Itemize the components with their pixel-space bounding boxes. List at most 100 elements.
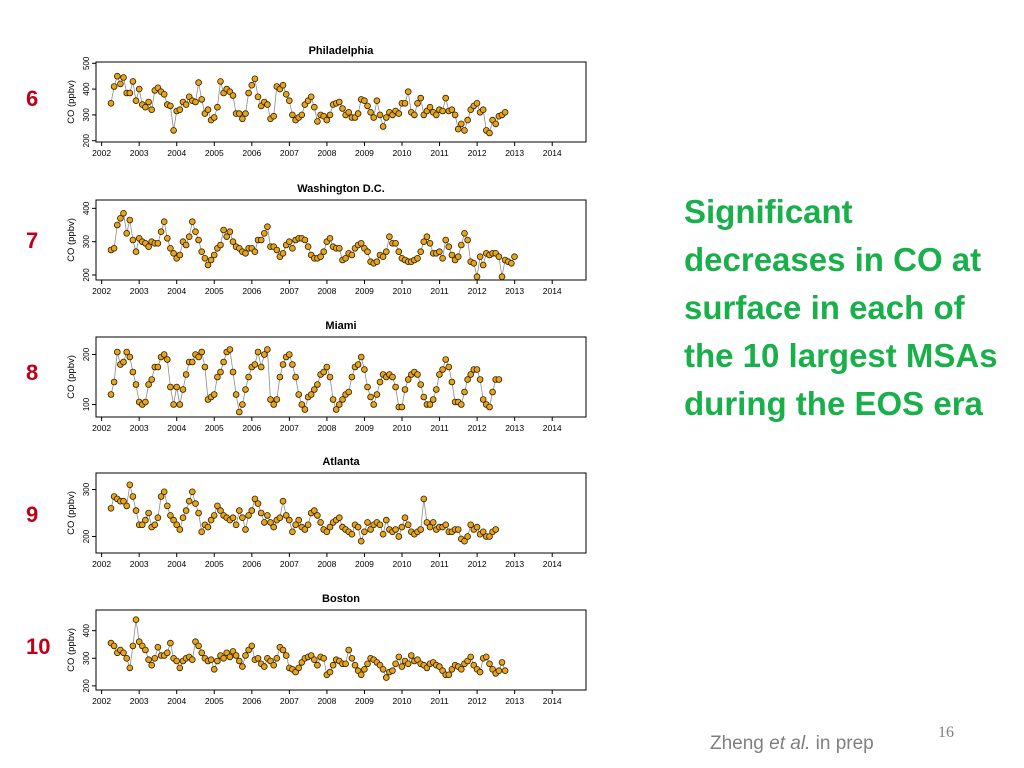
washington-d-c-data-point — [223, 233, 231, 240]
philadelphia-data-point — [361, 97, 368, 104]
miami-data-point — [295, 391, 303, 398]
atlanta-data-point — [326, 523, 334, 531]
philadelphia-data-point — [326, 111, 334, 119]
philadelphia-data-point — [239, 115, 246, 123]
boston-data-point — [220, 655, 227, 662]
boston-data-point — [232, 652, 240, 659]
miami-data-point — [373, 391, 381, 398]
miami-data-point — [173, 383, 180, 391]
miami-data-point — [276, 373, 284, 381]
philadelphia-data-point — [279, 81, 287, 89]
miami-data-point — [467, 371, 475, 378]
washington-d-c-data-point — [261, 229, 268, 237]
slide-number: 16 — [938, 724, 954, 741]
washington-d-c-x-tick-label: 2013 — [505, 286, 524, 296]
miami-data-point — [226, 346, 234, 353]
boston-y-tick-label: 400 — [82, 623, 91, 637]
miami-data-point — [367, 393, 374, 401]
philadelphia-y-tick-label: 400 — [82, 82, 91, 96]
miami-y-axis-label: CO (ppbv) — [66, 355, 77, 399]
washington-d-c-data-point — [110, 245, 118, 252]
chart-panel-boston: Boston CO (ppbv) 200 300 400 2002 2003 2004 2005… — [66, 593, 587, 706]
miami-data-point — [461, 388, 468, 396]
chart-panel-philadelphia: Philadelphia CO (ppbv) 200 300 400 500 2002 200… — [66, 45, 587, 158]
philadelphia-title: Philadelphia — [309, 45, 375, 57]
washington-d-c-data-point — [423, 233, 431, 240]
atlanta-data-point — [242, 526, 249, 533]
philadelphia-x-tick-label: 2010 — [393, 148, 412, 158]
boston-data-point — [261, 663, 268, 670]
miami-data-point — [345, 388, 353, 396]
philadelphia-x-tick-label: 2007 — [280, 148, 299, 158]
miami-data-point — [335, 401, 343, 408]
miami-x-tick-label: 2013 — [505, 423, 524, 433]
boston-data-point — [270, 661, 278, 669]
rank-label-9: 9 — [26, 502, 39, 527]
philadelphia-data-point — [107, 99, 115, 107]
miami-data-point — [236, 408, 243, 416]
philadelphia-data-point — [492, 120, 500, 128]
boston-data-point — [279, 646, 287, 654]
boston-data-point — [189, 656, 196, 663]
boston-data-point — [395, 653, 403, 661]
washington-d-c-data-point — [160, 218, 168, 225]
washington-d-c-data-point — [392, 239, 399, 247]
boston-data-point — [176, 664, 184, 672]
atlanta-data-point — [423, 519, 431, 526]
philadelphia-y-tick-label: 200 — [82, 133, 91, 147]
philadelphia-data-point — [192, 98, 199, 106]
washington-d-c-data-point — [511, 253, 518, 260]
boston-x-tick-label: 2008 — [317, 696, 336, 706]
boston-data-point — [273, 655, 281, 662]
washington-d-c-data-point — [464, 236, 471, 244]
atlanta-data-point — [376, 521, 384, 529]
boston-x-tick-label: 2009 — [355, 696, 374, 706]
miami-data-point — [401, 386, 409, 393]
atlanta-data-point — [232, 521, 240, 529]
boston-data-point — [145, 656, 152, 663]
boston-data-point — [407, 652, 415, 659]
boston-x-tick-label: 2002 — [92, 696, 111, 706]
philadelphia-data-point — [120, 74, 127, 81]
boston-data-point — [198, 649, 206, 657]
credit-suffix: in prep — [810, 733, 874, 754]
atlanta-data-point — [229, 514, 237, 521]
philadelphia-data-point — [126, 89, 134, 97]
miami-data-point — [217, 368, 224, 376]
atlanta-data-point — [192, 500, 199, 507]
washington-d-c-data-point — [386, 233, 393, 240]
rank-label-6: 6 — [26, 86, 39, 111]
miami-x-tick-label: 2010 — [393, 423, 412, 433]
atlanta-x-tick-label: 2011 — [430, 559, 449, 569]
miami-data-point — [154, 363, 162, 371]
boston-data-point — [142, 646, 149, 654]
atlanta-data-point — [129, 493, 137, 500]
washington-d-c-data-point — [257, 236, 265, 244]
boston-data-point — [132, 616, 140, 624]
miami-y-tick-label: 100 — [82, 397, 91, 411]
miami-data-point — [273, 396, 281, 403]
philadelphia-x-tick-label: 2005 — [205, 148, 224, 158]
miami-data-point — [476, 376, 484, 383]
philadelphia-data-point — [370, 114, 378, 121]
miami-data-point — [389, 373, 396, 381]
miami-data-point — [414, 371, 421, 378]
miami-data-point — [292, 373, 299, 381]
miami-x-tick-label: 2006 — [242, 423, 261, 433]
washington-d-c-data-point — [120, 209, 127, 217]
washington-d-c-data-point — [170, 250, 177, 257]
atlanta-data-point — [257, 509, 265, 517]
philadelphia-data-point — [364, 102, 371, 110]
boston-data-point — [326, 668, 334, 676]
washington-d-c-data-point — [189, 218, 196, 225]
miami-data-point — [432, 386, 440, 393]
credit-etal: et al. — [769, 733, 811, 754]
washington-d-c-data-point — [286, 238, 293, 245]
boston-data-point — [195, 642, 202, 650]
atlanta-data-point — [142, 516, 149, 524]
atlanta-data-point — [179, 514, 187, 521]
boston-data-point — [173, 657, 180, 665]
philadelphia-data-point — [135, 85, 143, 93]
atlanta-title: Atlanta — [322, 456, 360, 468]
atlanta-x-tick-label: 2005 — [205, 559, 224, 569]
